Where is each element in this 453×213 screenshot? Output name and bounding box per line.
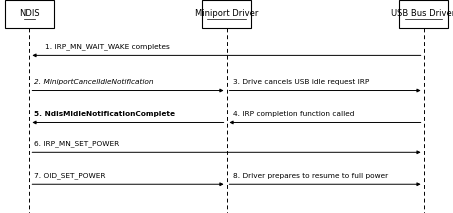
Bar (202, 0, 251, 28)
Text: 3. Drive cancels USB idle request IRP: 3. Drive cancels USB idle request IRP (233, 79, 370, 85)
Text: Miniport Driver: Miniport Driver (195, 9, 258, 18)
Text: 7. OID_SET_POWER: 7. OID_SET_POWER (34, 172, 106, 179)
Bar (399, 0, 448, 28)
Text: 8. Driver prepares to resume to full power: 8. Driver prepares to resume to full pow… (233, 173, 388, 179)
Text: 6. IRP_MN_SET_POWER: 6. IRP_MN_SET_POWER (34, 140, 119, 147)
Text: NDIS: NDIS (19, 9, 40, 18)
Text: 1. IRP_MN_WAIT_WAKE completes: 1. IRP_MN_WAIT_WAKE completes (45, 43, 170, 50)
Text: 2. MiniportCancelIdleNotification: 2. MiniportCancelIdleNotification (34, 79, 154, 85)
Text: 5. NdisMIdleNotificationComplete: 5. NdisMIdleNotificationComplete (34, 111, 175, 117)
Text: 4. IRP completion function called: 4. IRP completion function called (233, 111, 355, 117)
Bar (5, 0, 54, 28)
Text: USB Bus Driver: USB Bus Driver (391, 9, 453, 18)
